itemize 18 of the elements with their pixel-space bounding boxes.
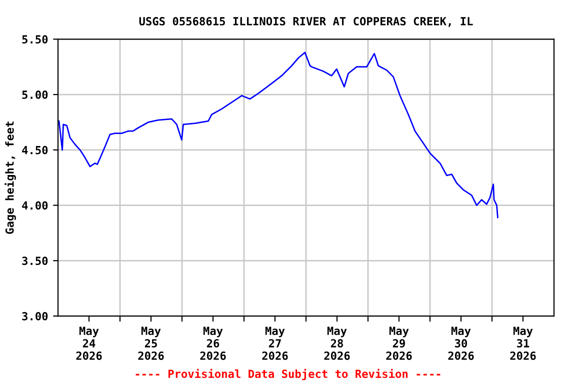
x-tick-label: May 26 2026 [200,326,226,360]
x-tick-label: May 27 2026 [262,326,288,360]
x-tick-label: May 31 2026 [510,326,536,360]
y-tick-label: 3.50 [22,256,48,266]
y-tick-label: 5.00 [22,90,48,99]
x-tick-label: May 25 2026 [138,326,164,360]
chart-title: USGS 05568615 ILLINOIS RIVER AT COPPERAS CREEK, IL [139,17,473,27]
y-tick-label: 4.00 [22,201,48,210]
y-axis-title: Gage height, feet [4,122,16,234]
y-tick-label: 3.00 [22,312,48,320]
y-tick-label: 5.50 [22,35,48,44]
line-series [58,52,498,218]
x-tick-label: May 30 2026 [448,326,474,360]
x-tick-label: May 28 2026 [324,326,350,360]
x-tick-label: May 24 2026 [76,326,102,360]
x-tick-label: May 29 2026 [386,326,412,360]
text: ---- Provisional Data Subject to Revision ---- [136,368,440,380]
y-tick-label: 4.50 [22,146,48,154]
